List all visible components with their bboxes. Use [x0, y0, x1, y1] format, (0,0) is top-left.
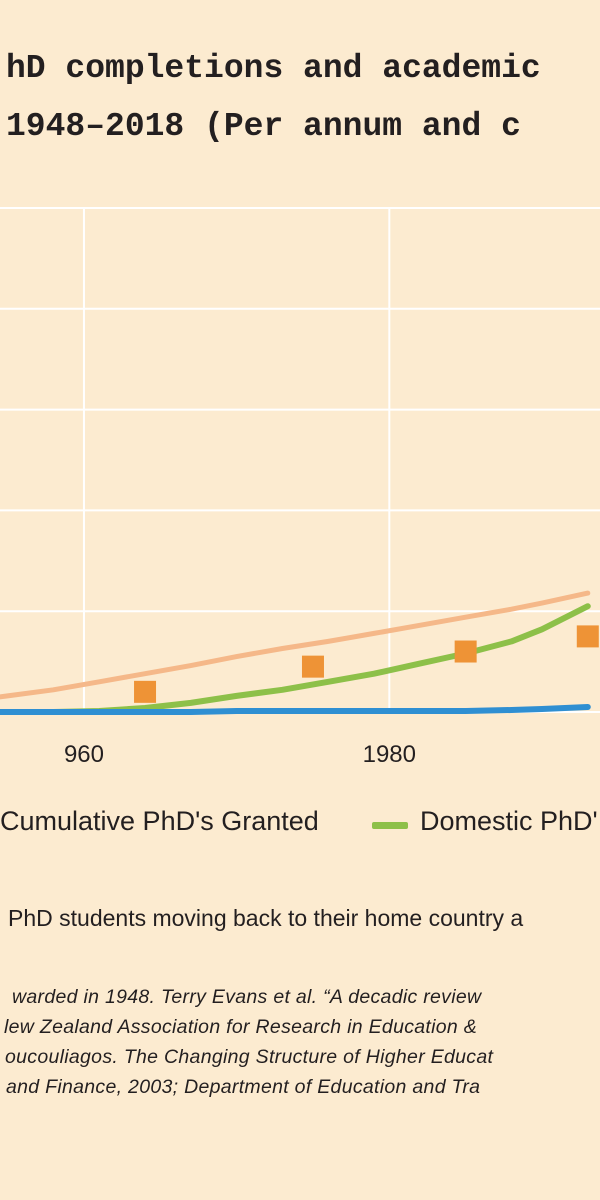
square-marker [576, 625, 599, 648]
source-line-2: lew Zealand Association for Research in … [4, 1016, 478, 1038]
series-line [0, 590, 591, 700]
series-line [0, 603, 591, 715]
x-tick-label: 1980 [363, 741, 416, 768]
square-marker [301, 655, 324, 678]
legend-label-domestic: Domestic PhD' [420, 806, 598, 836]
square-marker [134, 680, 157, 703]
source-line-1: warded in 1948. Terry Evans et al. “A de… [12, 986, 482, 1008]
x-axis-tick-labels: 960 1980 [64, 741, 416, 768]
source-note: warded in 1948. Terry Evans et al. “A de… [0, 982, 600, 1102]
series-lines [0, 590, 591, 715]
square-marker [454, 640, 477, 663]
line-chart: 960 1980 [0, 207, 600, 768]
legend: Cumulative PhD's Granted Domestic PhD' [0, 802, 600, 846]
legend-swatch-domestic [372, 822, 408, 829]
chart-title-line-1: hD completions and academic [6, 50, 541, 87]
series-markers [134, 625, 599, 703]
source-line-4: and Finance, 2003; Department of Educati… [6, 1076, 481, 1098]
chart-title: hD completions and academic 1948–2018 (P… [0, 40, 600, 156]
footnote: PhD students moving back to their home c… [8, 905, 524, 931]
series-line [0, 704, 591, 715]
gridlines [0, 207, 600, 713]
legend-label-cumulative: Cumulative PhD's Granted [0, 806, 319, 836]
source-line-3: oucouliagos. The Changing Structure of H… [5, 1046, 494, 1068]
chart-title-line-2: 1948–2018 (Per annum and c [6, 108, 521, 145]
x-tick-label: 960 [64, 741, 104, 768]
